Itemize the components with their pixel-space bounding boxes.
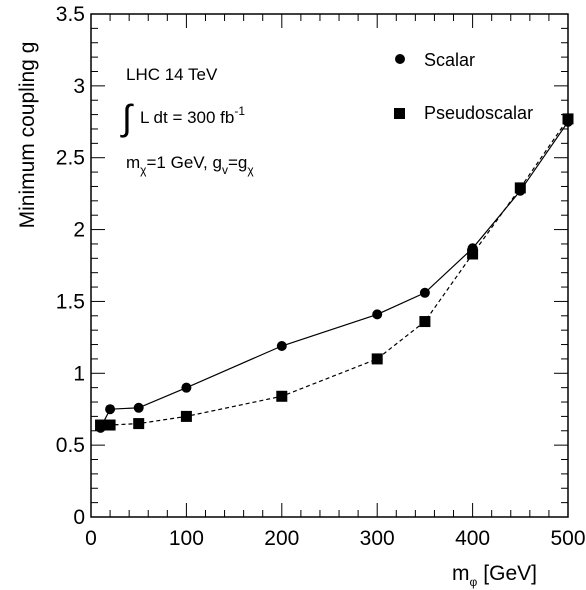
legend-marker-scalar xyxy=(395,54,405,64)
legend-marker-pseudoscalar xyxy=(394,108,405,119)
y-tick-label: 3.5 xyxy=(56,3,85,26)
data-point-pseudoscalar xyxy=(95,419,107,431)
x-tick-label: 300 xyxy=(360,527,395,550)
x-tick-label: 0 xyxy=(85,527,97,550)
annotation-gchi-sub: χ xyxy=(247,163,254,177)
y-tick-label: 0 xyxy=(73,506,85,529)
series-line-scalar xyxy=(99,121,569,429)
x-tick-label: 500 xyxy=(550,527,585,550)
data-point-pseudoscalar xyxy=(562,113,574,125)
axis-ticks: 0 100 200 300 400 500 0 0.5 1 1.5 2 2.5 3 3.5 xyxy=(56,3,586,550)
data-point-pseudoscalar xyxy=(419,316,431,328)
data-point-scalar xyxy=(133,402,144,413)
annotation-mass-symbol: m xyxy=(126,153,140,172)
plot-area-border xyxy=(90,13,569,518)
y-tick-label: 2 xyxy=(73,219,85,242)
annotation-mass-sub: χ xyxy=(140,163,147,177)
y-tick-label: 2.5 xyxy=(56,147,85,170)
data-point-scalar xyxy=(372,309,383,320)
annotation-luminosity: L dt = 300 fb-1 xyxy=(140,104,245,127)
data-point-pseudoscalar xyxy=(371,353,383,365)
data-point-pseudoscalar xyxy=(276,390,288,402)
data-point-pseudoscalar xyxy=(514,182,526,194)
annotation-luminosity-text: L dt = 300 fb xyxy=(140,108,234,127)
legend-label-scalar: Scalar xyxy=(424,50,475,70)
data-point-scalar xyxy=(419,287,430,298)
data-point-scalar xyxy=(276,340,287,351)
plot-frame xyxy=(90,13,569,518)
annotation-integral-sign: ∫ xyxy=(120,97,134,138)
x-tick-label: 200 xyxy=(264,527,299,550)
data-point-pseudoscalar xyxy=(467,248,479,260)
annotation-mass-value: =1 GeV, g xyxy=(146,153,221,172)
x-axis-title-main: m xyxy=(452,562,470,585)
series-layer xyxy=(95,113,574,433)
data-point-pseudoscalar xyxy=(180,410,192,422)
annotation-gv-sub: v xyxy=(222,163,228,177)
x-axis-title-sub: φ xyxy=(470,575,478,589)
legend-label-pseudoscalar: Pseudoscalar xyxy=(424,103,533,123)
y-tick-label: 1 xyxy=(73,362,85,385)
data-point-pseudoscalar xyxy=(133,418,145,430)
annotation-energy: LHC 14 TeV xyxy=(126,65,218,84)
y-axis-title: Minimum coupling g xyxy=(16,42,39,229)
legend: Scalar Pseudoscalar xyxy=(394,50,533,123)
x-axis-title-unit: [GeV] xyxy=(483,562,537,585)
y-tick-label: 0.5 xyxy=(56,434,85,457)
annotation-luminosity-sup: -1 xyxy=(234,104,245,118)
annotation-equals-g: =g xyxy=(228,153,247,172)
series-line-pseudoscalar xyxy=(100,118,569,426)
data-point-scalar xyxy=(105,404,116,415)
y-tick-label: 3 xyxy=(73,75,85,98)
x-tick-label: 100 xyxy=(169,527,204,550)
y-tick-label: 1.5 xyxy=(56,290,85,313)
annotation-parameters: mχ=1 GeV, gv=gχ xyxy=(126,153,254,177)
x-axis-title: mφ [GeV] xyxy=(452,562,537,589)
x-tick-label: 400 xyxy=(455,527,490,550)
data-point-scalar xyxy=(181,382,192,393)
data-point-pseudoscalar xyxy=(104,419,116,431)
